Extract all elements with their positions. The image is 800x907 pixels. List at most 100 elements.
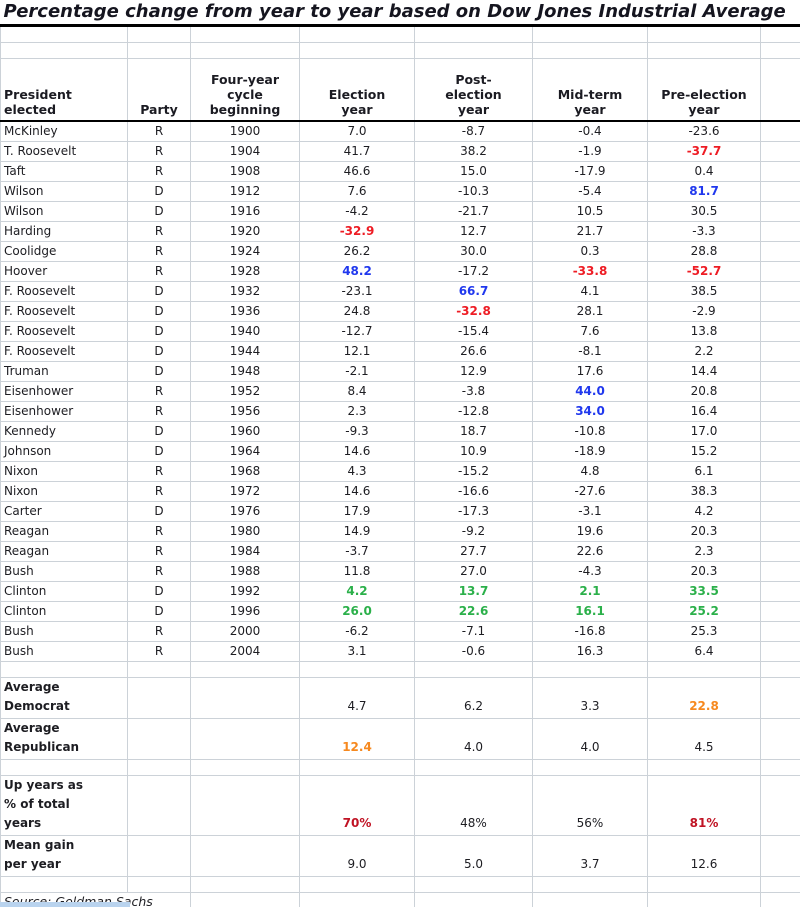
party-cell[interactable]: R (127, 381, 191, 402)
empty-cell[interactable] (759, 581, 800, 602)
value-cell[interactable]: 4.3 (299, 461, 415, 482)
summary-value-cell[interactable]: 81% (647, 775, 761, 836)
empty-cell[interactable] (127, 718, 191, 760)
president-cell[interactable]: Reagan (0, 521, 128, 542)
president-cell[interactable]: Hoover (0, 261, 128, 282)
value-cell[interactable]: -4.3 (532, 561, 648, 582)
value-cell[interactable]: -17.3 (414, 501, 533, 522)
empty-cell[interactable] (647, 25, 761, 43)
value-cell[interactable]: 25.2 (647, 601, 761, 622)
empty-cell[interactable] (759, 141, 800, 162)
value-cell[interactable]: 11.8 (299, 561, 415, 582)
value-cell[interactable]: 13.7 (414, 581, 533, 602)
party-cell[interactable]: D (127, 321, 191, 342)
summary-label-cell[interactable]: Mean gain per year (0, 835, 128, 877)
party-cell[interactable]: R (127, 521, 191, 542)
value-cell[interactable]: 46.6 (299, 161, 415, 182)
value-cell[interactable]: 14.9 (299, 521, 415, 542)
year-cell[interactable]: 1904 (190, 141, 300, 162)
value-cell[interactable]: -33.8 (532, 261, 648, 282)
year-cell[interactable]: 1956 (190, 401, 300, 422)
empty-cell[interactable] (127, 25, 191, 43)
empty-cell[interactable] (759, 441, 800, 462)
empty-cell[interactable] (532, 892, 648, 907)
value-cell[interactable]: 25.3 (647, 621, 761, 642)
president-cell[interactable]: Bush (0, 621, 128, 642)
value-cell[interactable]: 7.0 (299, 120, 415, 142)
year-cell[interactable]: 1932 (190, 281, 300, 302)
empty-cell[interactable] (759, 321, 800, 342)
president-cell[interactable]: F. Roosevelt (0, 341, 128, 362)
year-cell[interactable]: 1948 (190, 361, 300, 382)
empty-cell[interactable] (190, 835, 300, 877)
value-cell[interactable]: 4.1 (532, 281, 648, 302)
column-header-party[interactable]: Party (127, 58, 191, 122)
president-cell[interactable]: Johnson (0, 441, 128, 462)
value-cell[interactable]: 4.2 (647, 501, 761, 522)
party-cell[interactable]: R (127, 141, 191, 162)
empty-cell[interactable] (414, 661, 533, 678)
empty-cell[interactable] (759, 621, 800, 642)
year-cell[interactable]: 1992 (190, 581, 300, 602)
empty-cell[interactable] (190, 759, 300, 776)
empty-cell[interactable] (127, 759, 191, 776)
year-cell[interactable]: 1944 (190, 341, 300, 362)
empty-cell[interactable] (759, 541, 800, 562)
year-cell[interactable]: 1988 (190, 561, 300, 582)
value-cell[interactable]: 38.3 (647, 481, 761, 502)
value-cell[interactable]: 6.4 (647, 641, 761, 662)
summary-label-cell[interactable]: Average Republican (0, 718, 128, 760)
empty-cell[interactable] (127, 677, 191, 719)
year-cell[interactable]: 1940 (190, 321, 300, 342)
empty-cell[interactable] (190, 718, 300, 760)
value-cell[interactable]: 66.7 (414, 281, 533, 302)
party-cell[interactable]: D (127, 341, 191, 362)
column-header-election-year[interactable]: Election year (299, 58, 415, 122)
year-cell[interactable]: 1916 (190, 201, 300, 222)
summary-value-cell[interactable]: 12.6 (647, 835, 761, 877)
president-cell[interactable]: Coolidge (0, 241, 128, 262)
empty-cell[interactable] (299, 661, 415, 678)
value-cell[interactable]: -32.9 (299, 221, 415, 242)
empty-cell[interactable] (759, 759, 800, 776)
column-header-president[interactable]: President elected (0, 58, 128, 122)
value-cell[interactable]: 27.0 (414, 561, 533, 582)
party-cell[interactable]: D (127, 281, 191, 302)
empty-cell[interactable] (190, 677, 300, 719)
empty-cell[interactable] (759, 241, 800, 262)
value-cell[interactable]: 26.6 (414, 341, 533, 362)
value-cell[interactable]: 2.3 (299, 401, 415, 422)
value-cell[interactable]: -16.8 (532, 621, 648, 642)
empty-cell[interactable] (759, 641, 800, 662)
value-cell[interactable]: 10.5 (532, 201, 648, 222)
empty-cell[interactable] (759, 381, 800, 402)
value-cell[interactable]: 22.6 (414, 601, 533, 622)
empty-cell[interactable] (759, 501, 800, 522)
value-cell[interactable]: -17.9 (532, 161, 648, 182)
empty-cell[interactable] (127, 876, 191, 893)
party-cell[interactable]: R (127, 221, 191, 242)
empty-cell[interactable] (759, 58, 800, 122)
value-cell[interactable]: -3.3 (647, 221, 761, 242)
president-cell[interactable]: Nixon (0, 461, 128, 482)
party-cell[interactable]: D (127, 201, 191, 222)
president-cell[interactable]: Bush (0, 561, 128, 582)
empty-cell[interactable] (0, 759, 128, 776)
empty-cell[interactable] (532, 759, 648, 776)
empty-cell[interactable] (759, 120, 800, 142)
year-cell[interactable]: 1936 (190, 301, 300, 322)
year-cell[interactable]: 1976 (190, 501, 300, 522)
value-cell[interactable]: -3.7 (299, 541, 415, 562)
summary-value-cell[interactable]: 56% (532, 775, 648, 836)
value-cell[interactable]: -27.6 (532, 481, 648, 502)
president-cell[interactable]: Truman (0, 361, 128, 382)
summary-value-cell[interactable]: 4.7 (299, 677, 415, 719)
value-cell[interactable]: 3.1 (299, 641, 415, 662)
value-cell[interactable]: 48.2 (299, 261, 415, 282)
value-cell[interactable]: 38.2 (414, 141, 533, 162)
value-cell[interactable]: 7.6 (299, 181, 415, 202)
party-cell[interactable]: R (127, 161, 191, 182)
party-cell[interactable]: R (127, 541, 191, 562)
empty-cell[interactable] (759, 221, 800, 242)
value-cell[interactable]: -1.9 (532, 141, 648, 162)
